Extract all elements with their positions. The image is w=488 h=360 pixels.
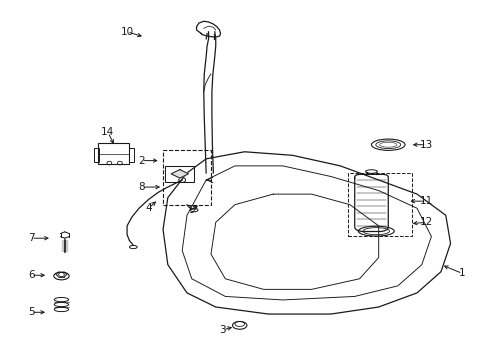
Text: 2: 2 [138,156,144,166]
Text: 8: 8 [138,182,144,192]
Text: 1: 1 [458,269,465,279]
Text: 6: 6 [28,270,35,280]
Text: 11: 11 [419,196,432,206]
Text: 13: 13 [419,140,432,150]
Polygon shape [171,170,188,178]
Text: 10: 10 [120,27,133,37]
Text: 5: 5 [28,307,35,317]
Text: 9: 9 [188,205,195,215]
Text: 3: 3 [219,325,226,335]
Text: 7: 7 [28,233,35,243]
Text: 14: 14 [101,127,114,138]
Text: 4: 4 [145,203,152,213]
Text: 12: 12 [419,217,432,227]
